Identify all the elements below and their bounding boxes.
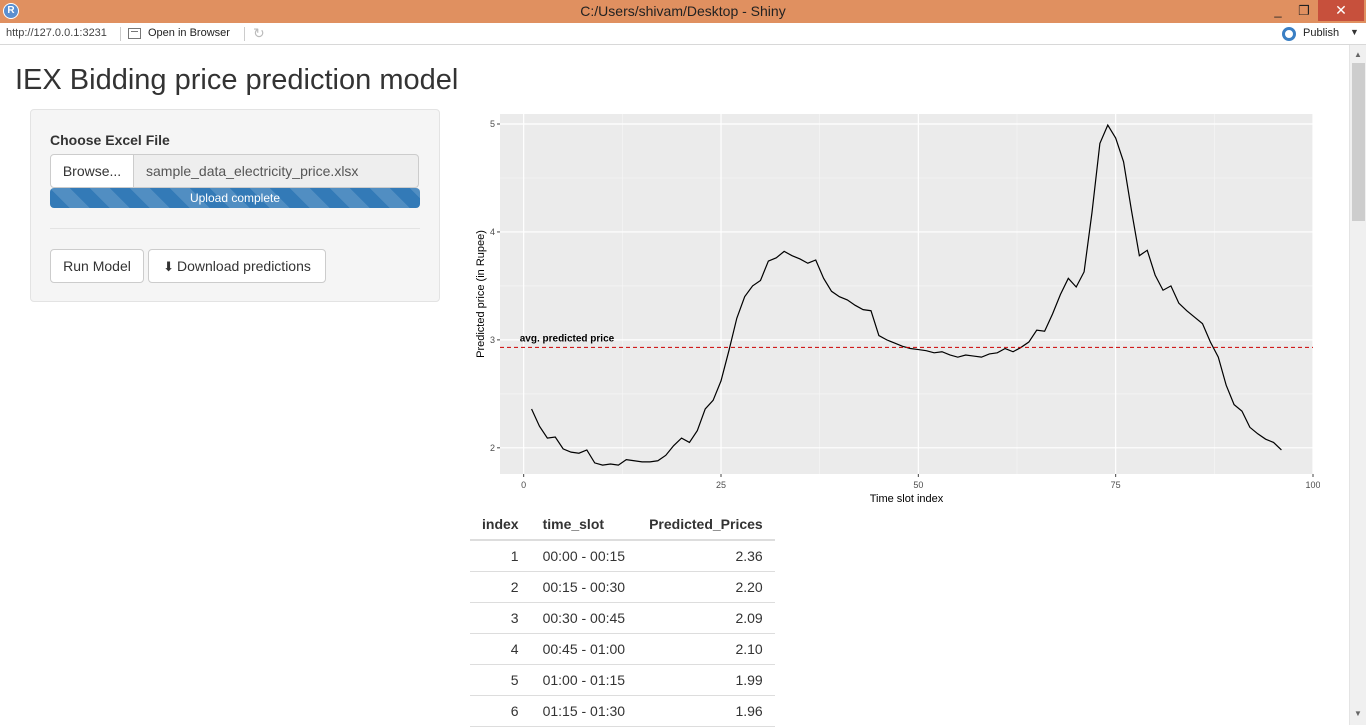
cell-time-slot: 01:15 - 01:30	[530, 695, 638, 727]
download-predictions-button[interactable]: ⬇ Download predictions	[148, 249, 326, 283]
y-tick-label: 2	[490, 443, 495, 453]
open-in-browser-button[interactable]: Open in Browser	[148, 27, 230, 39]
close-icon[interactable]: ✕	[1318, 0, 1364, 21]
scroll-down-icon[interactable]: ▼	[1354, 709, 1362, 718]
download-label: Download predictions	[177, 258, 311, 274]
x-tick-label: 25	[716, 480, 726, 490]
file-input-label: Choose Excel File	[50, 132, 170, 148]
upload-progress-bar: Upload complete	[50, 188, 420, 208]
table-header-row: index time_slot Predicted_Prices	[470, 509, 775, 541]
table-row: 6 01:15 - 01:30 1.96	[470, 695, 775, 727]
x-axis-label: Time slot index	[870, 493, 944, 505]
table-row: 3 00:30 - 00:45 2.09	[470, 602, 775, 634]
y-tick-label: 3	[490, 335, 495, 345]
cell-predicted-price: 1.96	[637, 695, 775, 727]
r-app-icon: R	[3, 3, 19, 19]
cell-predicted-price: 2.36	[637, 540, 775, 572]
cell-predicted-price: 2.10	[637, 633, 775, 665]
run-model-label: Run Model	[63, 258, 131, 274]
upload-status: Upload complete	[189, 191, 281, 205]
scrollbar-thumb[interactable]	[1352, 63, 1365, 221]
scroll-up-icon[interactable]: ▲	[1354, 50, 1362, 59]
x-tick-label: 100	[1305, 480, 1320, 490]
window-title: C:/Users/shivam/Desktop - Shiny	[580, 3, 786, 19]
run-model-button[interactable]: Run Model	[50, 249, 144, 283]
predictions-table: index time_slot Predicted_Prices 1 00:00 …	[470, 509, 775, 727]
minimize-icon[interactable]: _	[1274, 3, 1282, 18]
table-row: 5 01:00 - 01:15 1.99	[470, 664, 775, 696]
x-tick-label: 0	[521, 480, 526, 490]
table-row: 1 00:00 - 00:15 2.36	[470, 540, 775, 572]
cell-predicted-price: 2.20	[637, 571, 775, 603]
cell-index: 3	[470, 602, 531, 634]
cell-time-slot: 00:15 - 00:30	[530, 571, 638, 603]
open-in-browser-icon[interactable]	[128, 28, 141, 39]
page-title: IEX Bidding price prediction model	[15, 64, 459, 96]
y-axis-label: Predicted price (in Rupee)	[475, 230, 487, 358]
avg-price-label: avg. predicted price	[520, 333, 615, 344]
cell-predicted-price: 1.99	[637, 664, 775, 696]
window-titlebar: R C:/Users/shivam/Desktop - Shiny _ ❐ ✕	[0, 0, 1366, 23]
publish-icon[interactable]	[1282, 27, 1296, 41]
cell-time-slot: 01:00 - 01:15	[530, 664, 638, 696]
x-tick-label: 75	[1111, 480, 1121, 490]
y-tick-label: 5	[490, 119, 495, 129]
vertical-scrollbar[interactable]: ▲ ▼	[1349, 45, 1366, 725]
cell-index: 5	[470, 664, 531, 696]
column-header-index: index	[470, 509, 531, 541]
column-header-time-slot: time_slot	[530, 509, 638, 541]
maximize-icon[interactable]: ❐	[1298, 3, 1310, 18]
column-header-predicted-prices: Predicted_Prices	[637, 509, 775, 541]
toolbar-divider	[120, 27, 121, 41]
browse-button[interactable]: Browse...	[50, 154, 134, 188]
viewer-toolbar: http://127.0.0.1:3231 Open in Browser ↻ …	[0, 23, 1366, 45]
sidebar-panel: Choose Excel File Browse... sample_data_…	[30, 109, 440, 302]
cell-index: 1	[470, 540, 531, 572]
y-tick-label: 4	[490, 227, 495, 237]
cell-predicted-price: 2.09	[637, 602, 775, 634]
x-tick-label: 50	[913, 480, 923, 490]
plot-panel	[500, 114, 1313, 474]
cell-time-slot: 00:30 - 00:45	[530, 602, 638, 634]
cell-time-slot: 00:45 - 01:00	[530, 633, 638, 665]
publish-button[interactable]: Publish	[1303, 27, 1340, 39]
cell-index: 2	[470, 571, 531, 603]
download-icon: ⬇	[163, 259, 175, 274]
table-row: 2 00:15 - 00:30 2.20	[470, 571, 775, 603]
cell-index: 6	[470, 695, 531, 727]
file-name-field: sample_data_electricity_price.xlsx	[134, 154, 419, 188]
cell-time-slot: 00:00 - 00:15	[530, 540, 638, 572]
chevron-down-icon[interactable]: ▼	[1350, 27, 1359, 37]
url-display: http://127.0.0.1:3231	[6, 27, 107, 39]
table-row: 4 00:45 - 01:00 2.10	[470, 633, 775, 665]
prediction-chart: 0 25 50 75 100 2 3 4 5 avg. predicted price Time s…	[475, 114, 1320, 505]
divider	[50, 228, 420, 229]
cell-index: 4	[470, 633, 531, 665]
toolbar-divider	[244, 27, 245, 41]
refresh-icon[interactable]: ↻	[253, 25, 265, 41]
